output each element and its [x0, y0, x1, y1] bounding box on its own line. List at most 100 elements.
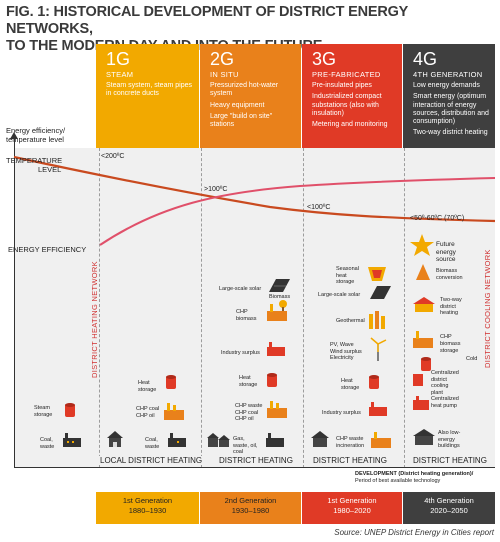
temp-4g-label: <50º-60ºC (70ºC)	[410, 215, 465, 222]
generation-1g-header: 1G STEAM Steam system, steam pipes in co…	[96, 44, 199, 148]
y-axis-arrow-icon	[10, 132, 18, 139]
y-axis-label: Energy efficiency/ temperature level	[6, 126, 65, 144]
title-line-1: FIG. 1: HISTORICAL DEVELOPMENT OF DISTRI…	[6, 4, 408, 37]
seasonal-heat-storage-label: Seasonal heat storage	[336, 266, 359, 285]
temp-2g-label: >100ºC	[204, 186, 228, 193]
generation-feature: Steam system, steam pipes in concrete du…	[106, 82, 192, 98]
biomass-plant-icon	[267, 304, 287, 321]
chp-biomass-icon	[413, 331, 433, 348]
chart-background	[14, 148, 495, 468]
heat-storage-label-3g: Heat storage	[341, 378, 360, 391]
two-way-district-heating-label: Two-way district heating	[440, 297, 462, 316]
cold-label: Cold	[466, 356, 478, 362]
generation-period-label: 1st Generation	[122, 496, 173, 505]
generation-feature: Large "build on site" stations	[210, 112, 273, 129]
coal-waste-label: Coal, waste	[40, 437, 55, 450]
centralized-heat-pump-label: Centralized heat pump	[431, 396, 459, 409]
generation-period-2: 2nd Generation 1930–1980	[200, 492, 301, 524]
cooling-plant-icon	[413, 374, 423, 386]
low-energy-buildings-label: Also low-energy buildings	[438, 430, 461, 449]
development-note-line-2: Period of best available technology	[355, 477, 441, 484]
industry-icon	[369, 402, 387, 416]
storage-label: storage	[440, 348, 459, 354]
efficiency-curve	[99, 177, 496, 246]
biomass-label: Biomass	[269, 294, 291, 300]
generation-name: PRE-FABRICATED	[312, 70, 381, 79]
power-plant-icon	[164, 403, 184, 420]
era-divider	[303, 148, 304, 468]
stage-label-4g: DISTRICT HEATING	[411, 456, 489, 465]
district-heating-network-label: DISTRICT HEATING NETWORK	[90, 261, 99, 378]
y-axis-label-line-1: Energy efficiency/	[6, 126, 66, 135]
storage-tank-icon	[65, 403, 75, 417]
generation-feature: Heavy equipment	[210, 101, 265, 109]
generation-period-1: 1st Generation 1880–1930	[96, 492, 199, 524]
house-icon	[107, 431, 123, 447]
generation-feature: Metering and monitoring	[312, 121, 388, 129]
two-way-house-icon	[413, 297, 435, 312]
storage-tank-icon	[369, 375, 379, 389]
chp-coal-oil-label: CHP coal CHP oil	[136, 406, 160, 419]
storage-tank-icon	[421, 357, 431, 371]
generation-period-years: 1980–2020	[333, 506, 371, 515]
generation-name: IN SITU	[210, 70, 239, 79]
chp-biomass-label: CHP biomass	[236, 309, 257, 322]
biomass-conversion-label: Biomass conversion	[436, 268, 463, 281]
future-energy-source-label: Future energy source	[436, 241, 456, 263]
geothermal-label: Geothermal	[336, 318, 365, 324]
generation-number: 2G	[210, 49, 235, 69]
y-axis	[14, 138, 15, 468]
generation-number: 1G	[106, 49, 131, 69]
storage-tank-icon	[166, 375, 176, 389]
gas-waste-oil-coal-label: Gas, waste, oil, coal	[233, 436, 258, 455]
solar-panel-icon	[269, 279, 290, 292]
generation-2g-header: 2G IN SITU Pressurized hot-water system …	[200, 44, 301, 148]
temperature-level-label-line-1: TEMPERATURE	[6, 156, 63, 165]
industry-surplus-label: Industry surplus	[221, 350, 260, 356]
heat-storage-label: Heat storage	[138, 380, 157, 393]
generation-name: 4TH GENERATION	[413, 70, 483, 79]
factory-icon	[168, 433, 186, 447]
future-energy-icon	[410, 234, 434, 256]
development-note: DEVELOPMENT (District heating generation…	[355, 471, 473, 484]
large-scale-solar-label: Large-scale solar	[219, 286, 262, 292]
generation-feature: Two-way district heating	[413, 129, 488, 137]
solar-panel-icon	[370, 286, 391, 299]
temperature-level-label: TEMPERATURE LEVEL	[6, 156, 62, 174]
era-divider	[201, 148, 202, 468]
y-axis-label-line-2: temperature level	[6, 135, 64, 144]
era-divider	[404, 148, 405, 468]
era-divider	[99, 148, 100, 468]
generation-feature: Low energy demands	[413, 82, 480, 89]
biomass-conversion-icon	[416, 264, 430, 280]
generation-period-label: 1st Generation	[327, 496, 377, 505]
generation-feature: Industrialized compact substations (also…	[312, 93, 382, 117]
generation-period-3: 1st Generation 1980–2020	[302, 492, 402, 524]
generation-4g-header: 4G 4TH GENERATION Low energy demands Sma…	[403, 44, 495, 148]
generation-feature: Pressurized hot-water system	[210, 82, 279, 98]
coal-waste-label-2g: Coal, waste	[145, 437, 160, 450]
generation-feature: Pre-insulated pipes	[312, 82, 372, 89]
stage-label-local: LOCAL DISTRICT HEATING	[98, 456, 205, 465]
tree-icon	[279, 300, 287, 311]
district-cooling-network-label: DISTRICT COOLING NETWORK	[483, 249, 492, 368]
heat-pump-icon	[413, 396, 429, 410]
factory-icon	[266, 433, 284, 447]
x-axis	[14, 467, 495, 468]
generation-number: 4G	[413, 49, 438, 69]
industry-surplus-label-3g: Industry surplus	[322, 410, 361, 416]
generation-period-years: 1930–1980	[231, 506, 270, 515]
storage-tank-icon	[267, 373, 277, 387]
temperature-level-label-line-2: LEVEL	[38, 165, 62, 174]
houses-icon	[207, 433, 230, 447]
generation-name: STEAM	[106, 70, 134, 79]
heat-storage-label-2g: Heat storage	[239, 375, 258, 388]
development-note-line-1: DEVELOPMENT (District heating generation…	[355, 471, 474, 477]
stage-label-2g: DISTRICT HEATING	[217, 456, 295, 465]
factory-icon	[63, 433, 81, 447]
source-credit: Source: UNEP District Energy in Cities r…	[334, 528, 494, 537]
temperature-curve	[13, 155, 496, 223]
pv-wave-wind-label: PV, Wave Wind surplus Electricity	[330, 342, 362, 361]
temp-1g-label: <200ºC	[101, 153, 125, 160]
